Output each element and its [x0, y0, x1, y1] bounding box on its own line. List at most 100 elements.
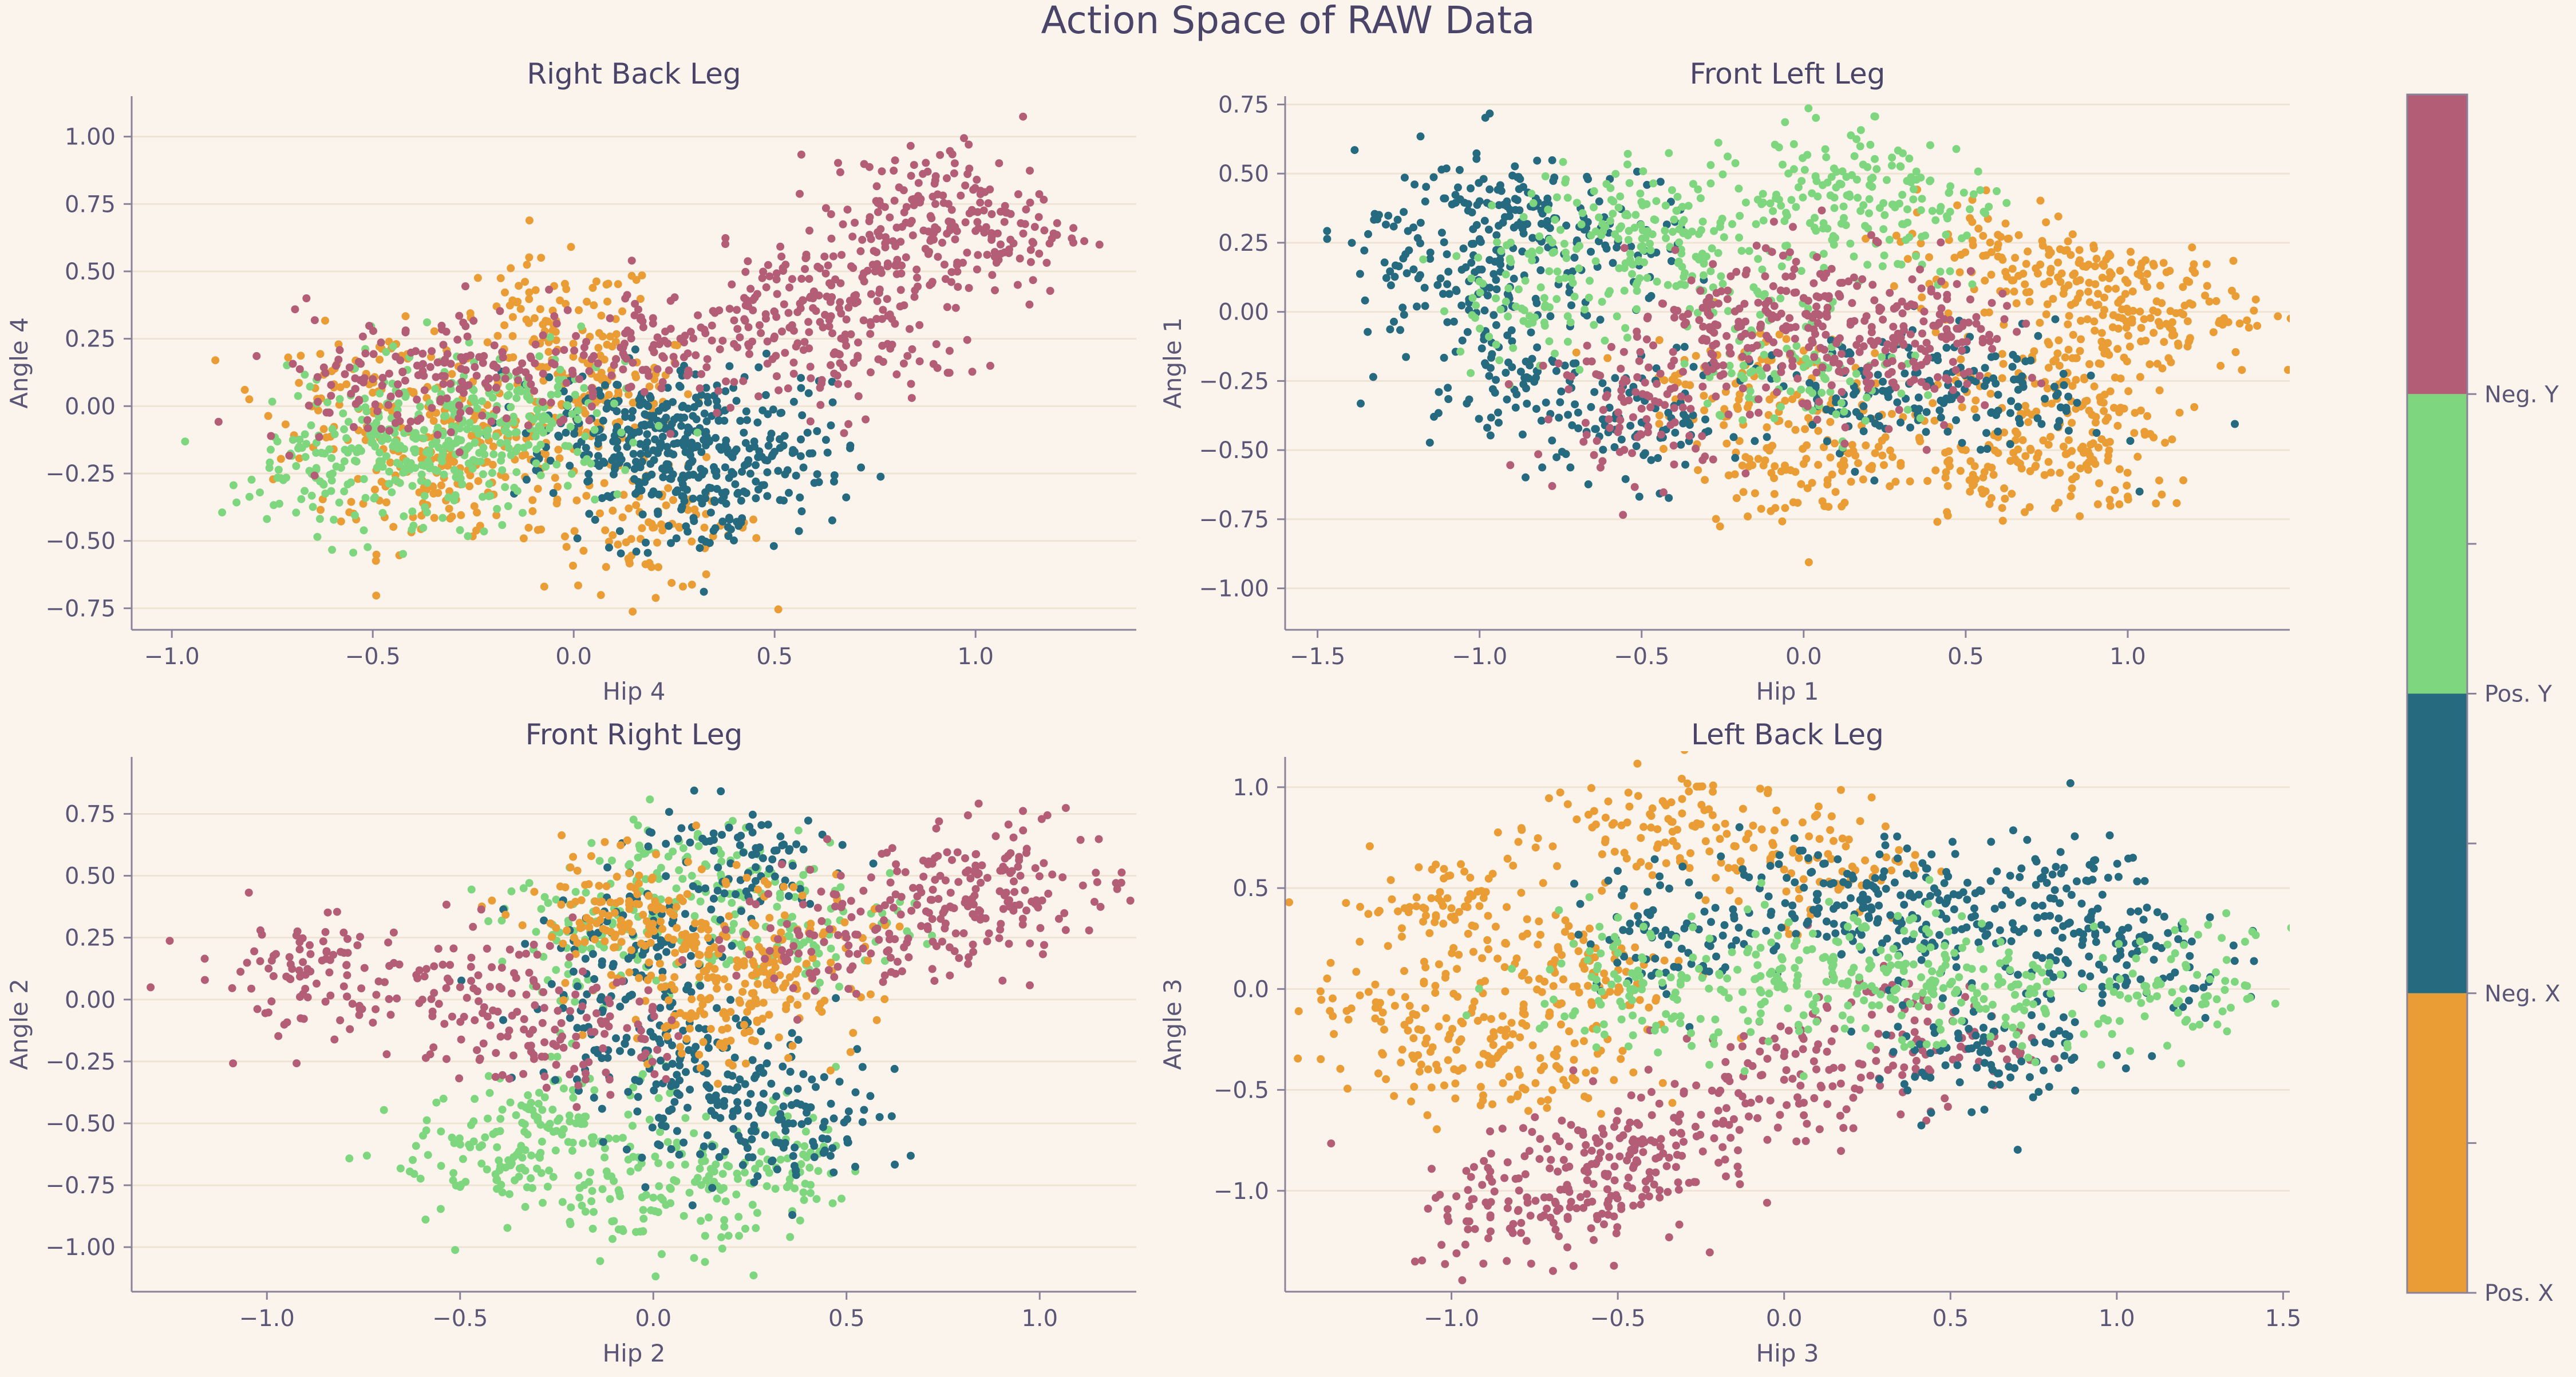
scatter-point [626, 559, 634, 567]
scatter-point [1645, 294, 1653, 302]
scatter-point [382, 348, 390, 356]
scatter-point [807, 1189, 815, 1197]
scatter-point [2054, 274, 2062, 282]
y-tick-label: 0.50 [1218, 161, 1269, 187]
scatter-point [745, 350, 753, 358]
scatter-point [1080, 237, 1088, 245]
scatter-point [1581, 306, 1589, 314]
scatter-point [2087, 372, 2095, 380]
scatter-point [505, 1190, 513, 1198]
scatter-point [1485, 186, 1494, 194]
scatter-point [1615, 424, 1623, 432]
scatter-point [2155, 476, 2163, 484]
scatter-point [1536, 266, 1544, 274]
scatter-point [560, 1125, 568, 1133]
scatter-point [1467, 274, 1475, 282]
scatter-point [908, 345, 916, 353]
scatter-point [1567, 373, 1575, 381]
scatter-point [1579, 209, 1587, 217]
scatter-point [1522, 384, 1530, 392]
scatter-point [776, 444, 784, 452]
scatter-point [1551, 216, 1559, 224]
scatter-point [570, 340, 578, 348]
scatter-point [930, 229, 938, 237]
scatter-point [1712, 393, 1720, 401]
scatter-point [1724, 295, 1732, 303]
scatter-point [1657, 431, 1665, 439]
scatter-point [1416, 271, 1424, 279]
scatter-point [2095, 479, 2103, 487]
scatter-point [630, 475, 638, 483]
y-tick-label: 0.75 [1218, 92, 1269, 118]
scatter-point [1994, 391, 2002, 399]
scatter-point [1685, 432, 1693, 440]
scatter-point [612, 355, 620, 363]
scatter-point [1548, 482, 1556, 490]
scatter-point [1557, 388, 1565, 396]
scatter-point [2094, 500, 2102, 508]
scatter-point [2009, 265, 2017, 273]
scatter-point [1583, 173, 1591, 181]
scatter-point [1973, 413, 1981, 421]
scatter-point [443, 394, 451, 403]
scatter-point [670, 440, 678, 448]
scatter-point [757, 329, 765, 337]
scatter-point [2026, 503, 2034, 511]
scatter-point [515, 282, 523, 290]
scatter-point [1777, 403, 1785, 411]
scatter-point [492, 374, 500, 382]
scatter-point [1440, 238, 1448, 246]
scatter-point [612, 1135, 620, 1143]
scatter-point [215, 418, 223, 426]
scatter-point [340, 487, 348, 495]
scatter-point [1629, 413, 1637, 421]
scatter-point [388, 488, 396, 496]
scatter-point [2156, 322, 2164, 330]
scatter-point [496, 1115, 504, 1123]
scatter-point [1744, 512, 1752, 520]
scatter-point [1718, 215, 1726, 223]
x-tick-label: 0.0 [555, 644, 592, 670]
scatter-point [1527, 190, 1535, 198]
scatter-point [1958, 322, 1966, 330]
y-tick-label: −0.50 [1199, 437, 1269, 464]
scatter-point [862, 416, 870, 424]
scatter-point [844, 303, 852, 311]
scatter-point [1867, 465, 1875, 473]
scatter-point [633, 276, 641, 284]
scatter-point [542, 463, 550, 471]
scatter-point [793, 308, 801, 316]
scatter-point [1043, 259, 1051, 267]
scatter-point [351, 385, 359, 393]
scatter-point [574, 407, 582, 415]
scatter-point [514, 376, 522, 384]
scatter-point [248, 476, 256, 484]
scatter-point [632, 501, 640, 509]
scatter-point [1765, 396, 1773, 404]
scatter-point [1473, 221, 1481, 229]
scatter-point [2060, 443, 2068, 451]
scatter-point [1838, 350, 1846, 358]
scatter-point [1323, 227, 1331, 235]
scatter-point [1398, 303, 1406, 311]
scatter-point [394, 399, 402, 407]
scatter-point [1953, 202, 1961, 210]
scatter-point [991, 286, 999, 294]
scatter-point [440, 341, 448, 349]
scatter-point [1631, 388, 1639, 396]
scatter-point [576, 1184, 584, 1192]
scatter-point [922, 159, 930, 167]
scatter-point [1969, 241, 1977, 249]
scatter-point [275, 466, 283, 474]
scatter-point [858, 236, 866, 244]
scatter-point [1443, 164, 1451, 172]
scatter-point [1921, 307, 1929, 315]
scatter-point [498, 521, 506, 529]
scatter-point [1636, 348, 1644, 356]
scatter-point [567, 243, 575, 251]
scatter-point [456, 1183, 464, 1191]
scatter-point [376, 356, 384, 364]
scatter-point [2274, 312, 2282, 320]
scatter-point [786, 1233, 794, 1241]
scatter-point [449, 1169, 457, 1177]
